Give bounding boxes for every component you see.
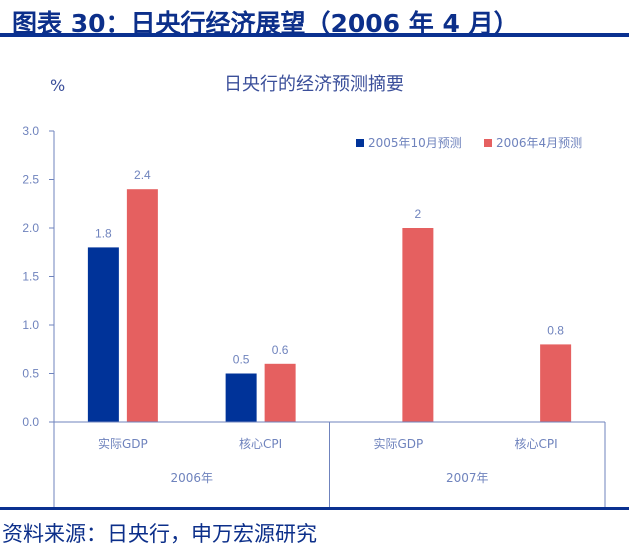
source-note: 资料来源：日央行，申万宏源研究 [2, 522, 317, 546]
data-label: 0.5 [233, 353, 250, 367]
bar [87, 247, 119, 422]
legend-swatch [356, 139, 364, 147]
top-rule [0, 33, 629, 37]
bar [402, 228, 434, 422]
bottom-rule [0, 507, 629, 510]
y-tick-label: 0.5 [22, 367, 39, 381]
x-group-label: 2007年 [446, 471, 489, 485]
chart-title: 日央行的经济预测摘要 [224, 74, 404, 95]
data-label: 2 [415, 207, 422, 221]
y-tick-label: 1.5 [22, 270, 39, 284]
legend-label: 2005年10月预测 [368, 136, 462, 150]
bar [126, 189, 158, 422]
x-group-label: 2006年 [170, 471, 213, 485]
y-tick-label: 2.0 [22, 221, 39, 235]
bar [264, 363, 296, 422]
data-label: 0.8 [547, 323, 564, 337]
x-category-label: 实际GDP [98, 436, 148, 451]
data-label: 1.8 [95, 226, 112, 240]
y-tick-label: 0.0 [22, 415, 39, 429]
legend-swatch [484, 139, 492, 147]
y-tick-label: 1.0 [22, 318, 39, 332]
y-tick-label: 3.0 [22, 124, 39, 138]
y-axis-label: % [50, 76, 65, 95]
x-category-label: 核心CPI [239, 437, 282, 451]
data-label: 0.6 [272, 343, 289, 357]
y-tick-label: 2.5 [22, 173, 39, 187]
data-label: 2.4 [134, 168, 151, 182]
bar [540, 344, 572, 422]
legend-label: 2006年4月预测 [496, 136, 582, 150]
bar [225, 373, 257, 422]
x-category-label: 实际GDP [373, 436, 423, 451]
x-category-label: 核心CPI [515, 437, 558, 451]
